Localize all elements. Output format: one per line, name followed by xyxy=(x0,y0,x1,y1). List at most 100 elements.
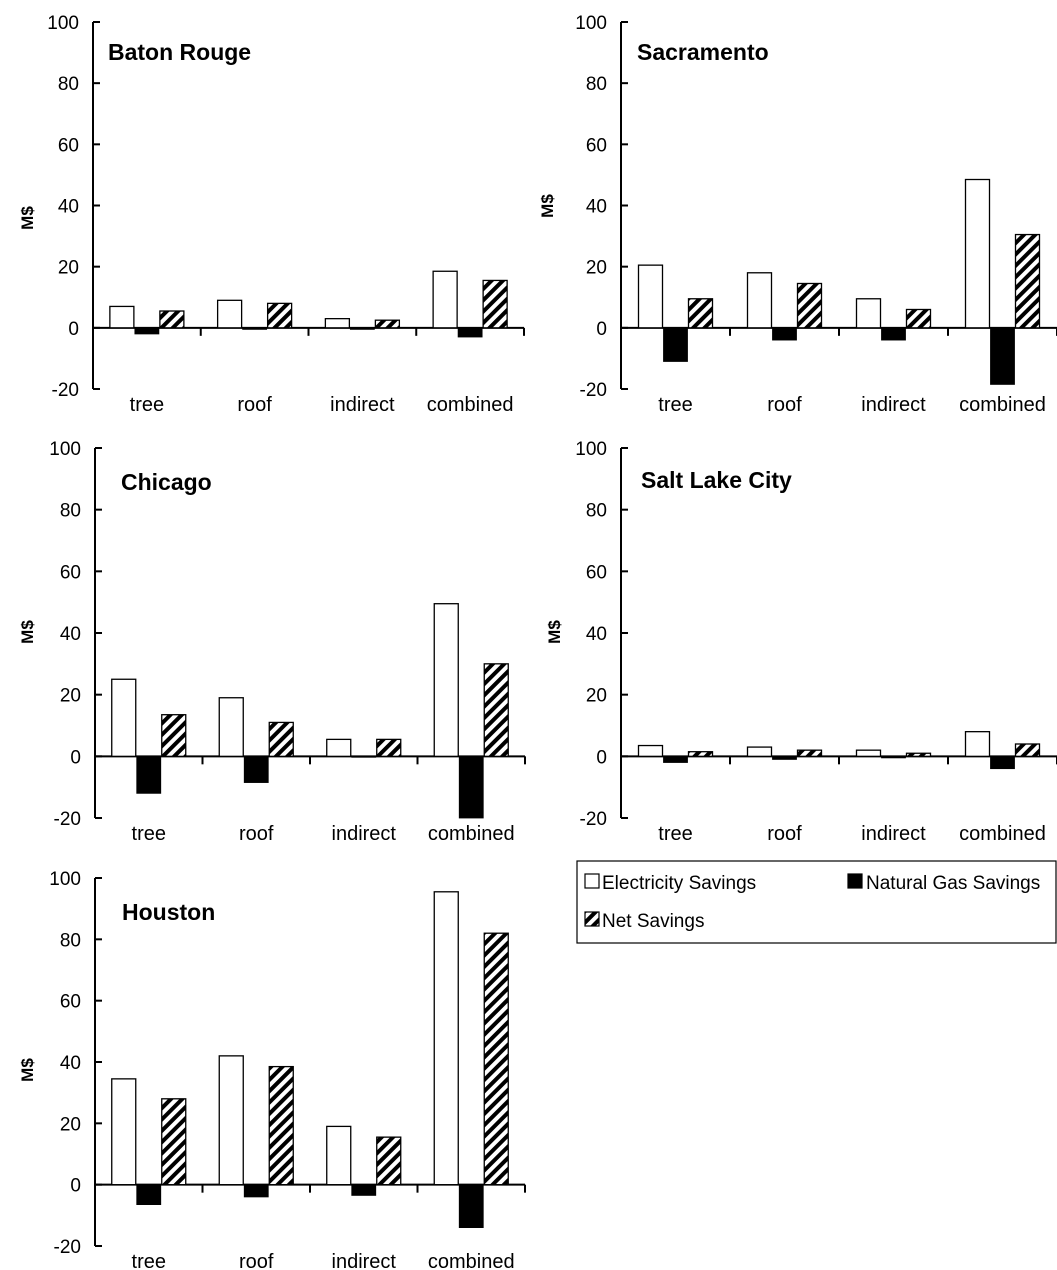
bar-natural-gas-roof xyxy=(244,756,268,782)
x-category-label-roof: roof xyxy=(767,823,802,845)
x-category-label-indirect: indirect xyxy=(861,823,926,845)
y-axis-title: M$ xyxy=(545,620,564,644)
legend-label: Electricity Savings xyxy=(602,873,756,894)
chart-legend: Electricity Savings Natural Gas Savings Ne… xyxy=(577,861,1056,943)
y-tick-label: 60 xyxy=(60,562,81,583)
bar-electricity-roof xyxy=(748,747,772,756)
y-tick-label: 20 xyxy=(586,686,607,707)
bar-net-combined xyxy=(484,933,508,1184)
y-tick-label: -20 xyxy=(580,380,607,401)
bar-natural-gas-tree xyxy=(137,1185,161,1205)
y-tick-label: 80 xyxy=(60,501,81,522)
bar-electricity-tree xyxy=(112,679,136,756)
y-tick-label: 0 xyxy=(596,747,607,768)
bar-electricity-roof xyxy=(219,698,243,757)
bar-natural-gas-indirect xyxy=(882,328,906,340)
bar-electricity-tree xyxy=(110,306,134,327)
bar-net-indirect xyxy=(907,309,931,327)
legend-item-natural-gas-savings: Natural Gas Savings xyxy=(848,873,1040,894)
bar-electricity-combined xyxy=(434,892,458,1185)
bar-net-tree xyxy=(160,311,184,328)
x-category-label-combined: combined xyxy=(959,823,1046,845)
bar-natural-gas-combined xyxy=(458,328,482,337)
bar-net-roof xyxy=(269,1067,293,1185)
x-category-label-combined: combined xyxy=(959,394,1046,416)
y-tick-label: 80 xyxy=(586,74,607,95)
x-category-label-indirect: indirect xyxy=(332,823,397,845)
bar-natural-gas-tree xyxy=(664,756,688,762)
y-tick-label: 0 xyxy=(68,319,79,340)
bar-electricity-indirect xyxy=(327,739,351,756)
bar-natural-gas-combined xyxy=(991,756,1015,768)
bar-net-indirect xyxy=(377,739,401,756)
y-tick-label: 100 xyxy=(575,439,607,460)
y-tick-label: 60 xyxy=(60,992,81,1013)
legend-swatch xyxy=(585,912,599,926)
y-tick-label: 60 xyxy=(586,562,607,583)
bar-natural-gas-combined xyxy=(459,756,483,818)
bar-electricity-roof xyxy=(748,273,772,328)
bar-natural-gas-roof xyxy=(773,328,797,340)
bar-net-tree xyxy=(162,715,186,757)
bar-electricity-combined xyxy=(966,180,990,328)
bar-net-combined xyxy=(1016,235,1040,328)
bar-net-tree xyxy=(162,1099,186,1185)
x-category-label-combined: combined xyxy=(428,1251,515,1270)
bar-natural-gas-combined xyxy=(991,328,1015,385)
x-category-label-tree: tree xyxy=(130,394,164,416)
bar-net-indirect xyxy=(907,753,931,756)
bar-net-indirect xyxy=(377,1137,401,1185)
bar-electricity-combined xyxy=(966,732,990,757)
y-tick-label: 20 xyxy=(58,258,79,279)
bar-net-combined xyxy=(483,280,507,327)
bar-electricity-indirect xyxy=(325,319,349,328)
bar-net-combined xyxy=(1016,744,1040,756)
panel-title: Houston xyxy=(122,899,215,925)
bar-net-roof xyxy=(798,750,822,756)
x-category-label-indirect: indirect xyxy=(861,394,926,416)
y-tick-label: 100 xyxy=(49,439,81,460)
y-tick-label: 20 xyxy=(60,1114,81,1135)
y-tick-label: 0 xyxy=(596,319,607,340)
panel-title: Sacramento xyxy=(637,39,769,65)
legend-item-electricity-savings: Electricity Savings xyxy=(585,873,756,894)
bar-electricity-combined xyxy=(434,604,458,757)
bar-net-indirect xyxy=(375,320,399,328)
bar-natural-gas-roof xyxy=(773,756,797,759)
y-tick-label: -20 xyxy=(580,809,607,830)
panel-title: Chicago xyxy=(121,469,212,495)
y-axis-title: M$ xyxy=(18,1058,37,1082)
bar-natural-gas-combined xyxy=(459,1185,483,1228)
bar-electricity-tree xyxy=(639,746,663,757)
bar-natural-gas-indirect xyxy=(882,756,906,758)
bar-natural-gas-tree xyxy=(137,756,161,793)
y-axis-title: M$ xyxy=(18,206,37,230)
bar-electricity-indirect xyxy=(327,1126,351,1184)
legend-item-net-savings: Net Savings xyxy=(585,911,704,932)
bar-electricity-tree xyxy=(639,265,663,328)
bar-net-roof xyxy=(798,283,822,327)
bar-natural-gas-roof xyxy=(243,328,267,330)
y-tick-label: 40 xyxy=(60,1053,81,1074)
bar-electricity-tree xyxy=(112,1079,136,1185)
y-tick-label: 40 xyxy=(586,197,607,218)
y-tick-label: 20 xyxy=(60,686,81,707)
y-tick-label: -20 xyxy=(52,380,79,401)
bar-natural-gas-indirect xyxy=(350,328,374,330)
x-category-label-tree: tree xyxy=(132,823,166,845)
bar-natural-gas-tree xyxy=(135,328,159,334)
y-tick-label: 40 xyxy=(586,624,607,645)
x-category-label-indirect: indirect xyxy=(330,394,395,416)
x-category-label-tree: tree xyxy=(132,1251,166,1270)
bar-net-tree xyxy=(689,299,713,328)
bar-electricity-indirect xyxy=(857,299,881,328)
x-category-label-roof: roof xyxy=(767,394,802,416)
y-tick-label: 40 xyxy=(58,197,79,218)
y-tick-label: 0 xyxy=(70,747,81,768)
x-category-label-roof: roof xyxy=(239,823,274,845)
y-tick-label: 60 xyxy=(58,135,79,156)
chart-panel-sacramento: 100 80 60 40 20 0 -20 tree roof indirect combined S… xyxy=(538,13,1057,416)
legend-swatch xyxy=(848,874,862,888)
y-tick-label: 100 xyxy=(49,869,81,890)
